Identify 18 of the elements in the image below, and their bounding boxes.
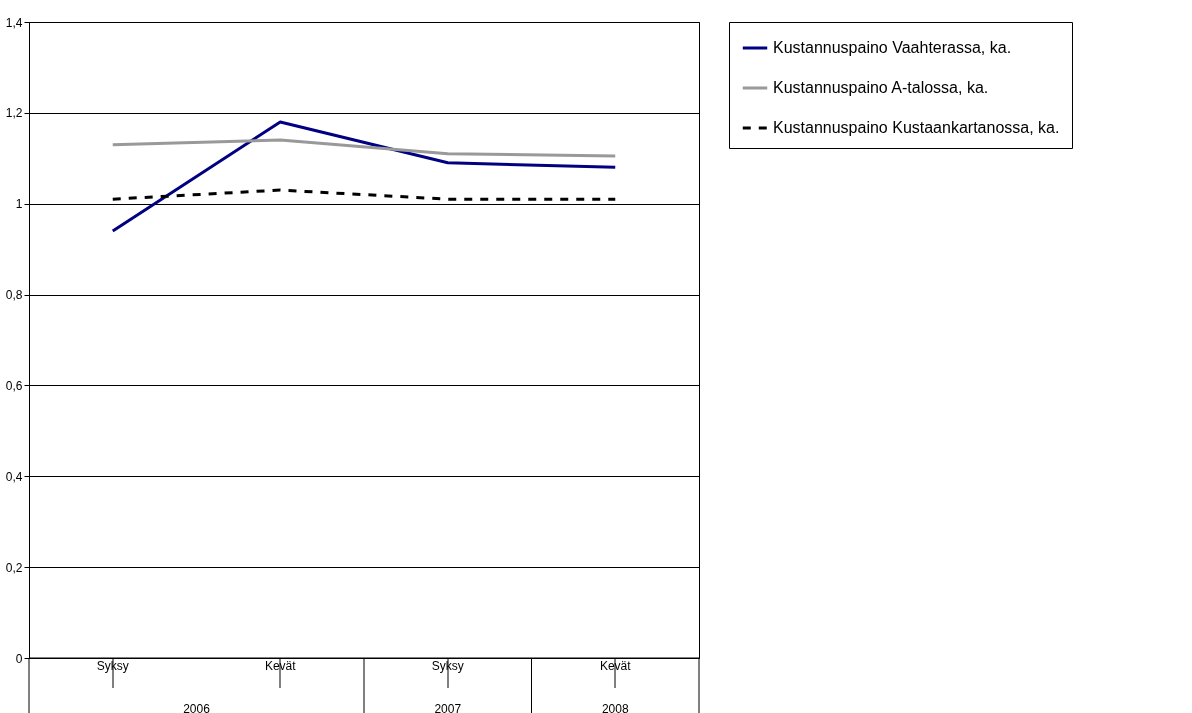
x-tick-label: Kevät [599,659,632,673]
text: 2007 [434,702,462,713]
x-tick-label: Syksy [96,659,129,673]
text: 2008 [601,702,629,713]
y-tick-label: 1,4 [5,15,23,30]
y-tick-label: 0 [15,651,23,666]
y-tick-label: 0,8 [5,288,23,303]
y-tick-label: 1 [15,197,23,212]
y-tick-label: 1,2 [5,106,23,121]
y-tick-label: 0,6 [5,378,23,393]
legend-label: Kustannuspaino Vaahterassa, ka. [773,39,1012,56]
legend-label: Kustannuspaino Kustaankartanossa, ka. [773,119,1060,136]
y-tick-label: 0,4 [5,469,23,484]
x-tick-label: Kevät [264,659,297,673]
legend-label: Kustannuspaino A-talossa, ka. [773,79,989,96]
x-tick-label: Syksy [431,659,464,673]
text: 2006 [183,702,211,713]
y-tick-label: 0,2 [5,560,23,575]
